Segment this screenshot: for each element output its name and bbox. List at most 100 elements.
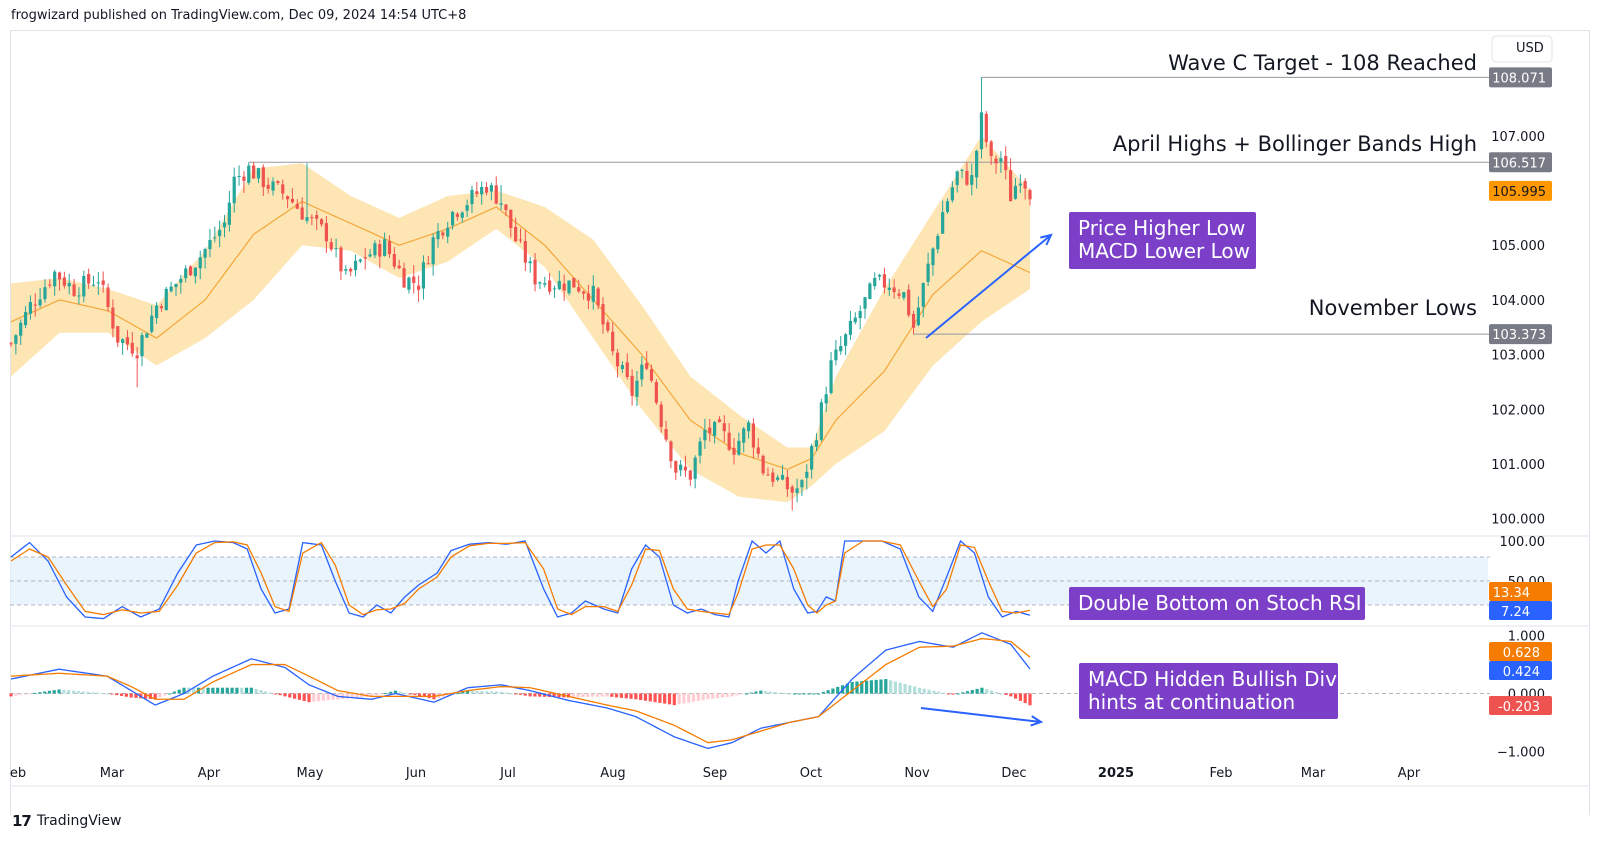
- macd-histogram-bar: [514, 693, 518, 695]
- macd-histogram-bar: [759, 690, 763, 694]
- bollinger-basis-line: [10, 200, 1031, 471]
- macd-histogram-bar: [134, 693, 138, 698]
- currency-label: USD: [1516, 41, 1544, 56]
- macd-histogram-bar: [292, 693, 297, 699]
- candle-body: [941, 212, 945, 234]
- macd-histogram-bar: [845, 683, 849, 694]
- candle-body: [436, 231, 440, 240]
- macd-histogram-bar: [812, 693, 816, 695]
- macd-histogram-bar: [158, 693, 162, 698]
- stoch-callout-bg[interactable]: [1069, 587, 1365, 620]
- candle-body: [392, 254, 396, 267]
- currency-button[interactable]: [1491, 35, 1553, 63]
- time-axis-label: eb: [10, 766, 26, 781]
- candle-body: [417, 285, 421, 290]
- candlestick-series: [9, 77, 1032, 511]
- macd-line: [10, 632, 1031, 750]
- candle-body: [606, 322, 610, 331]
- candle-body: [984, 113, 988, 143]
- macd-histogram-bar: [9, 693, 13, 697]
- candle-body: [213, 237, 217, 239]
- macd-histogram-bar: [62, 689, 66, 694]
- macd-histogram-bar: [788, 693, 792, 695]
- macd-histogram-bar: [951, 693, 955, 695]
- macd-histogram-bar: [696, 693, 700, 701]
- candle-body: [645, 362, 649, 369]
- candle-body: [67, 282, 71, 287]
- tradingview-logo-icon[interactable]: 17: [12, 812, 32, 830]
- candle-body: [14, 335, 18, 344]
- macd-histogram-bar: [115, 693, 119, 696]
- macd-histogram-bar: [105, 693, 109, 695]
- time-axis-label: Sep: [703, 766, 728, 781]
- macd-histogram-bar: [52, 690, 56, 694]
- macd-histogram-bar: [687, 693, 691, 703]
- price-axis-tick: 103.000: [1491, 349, 1545, 364]
- publisher-caption: frogwizard published on TradingView.com,…: [11, 8, 467, 23]
- candle-body: [378, 244, 382, 257]
- price-axis-tick: 101.000: [1491, 458, 1545, 473]
- candle-body: [203, 249, 207, 258]
- candle-body: [145, 333, 149, 338]
- macd-histogram-bar: [975, 688, 979, 694]
- candle-body: [426, 263, 430, 265]
- macd-histogram-bar: [470, 690, 475, 694]
- macd-histogram-bar: [1018, 693, 1022, 701]
- macd-histogram-bar: [379, 693, 383, 695]
- macd-histogram-bar: [345, 693, 350, 699]
- macd-histogram-bar: [321, 693, 326, 701]
- candle-body: [353, 260, 358, 271]
- candle-body: [611, 331, 615, 352]
- stoch-callout[interactable]: Double Bottom on Stoch RSI: [1069, 587, 1365, 620]
- macd-histogram-bar: [268, 692, 273, 694]
- candle-body: [557, 280, 561, 290]
- candle-body: [868, 283, 872, 300]
- footer-brand[interactable]: TradingView: [36, 813, 122, 829]
- candle-body: [188, 266, 193, 276]
- macd-callout-bg[interactable]: [1079, 663, 1338, 719]
- macd-histogram-bar: [523, 693, 527, 696]
- candle-body: [586, 293, 591, 301]
- candle-body: [543, 283, 547, 285]
- macd-histogram-bar: [124, 693, 128, 697]
- macd-histogram-bar: [172, 691, 177, 694]
- macd-histogram-bar: [740, 693, 744, 695]
- candle-body: [873, 277, 877, 287]
- macd-histogram-bar: [417, 693, 422, 697]
- stoch-D-line: [10, 540, 1031, 616]
- candle-body: [785, 477, 789, 490]
- macd-histogram-bar: [504, 692, 508, 694]
- macd-histogram-bar: [965, 691, 970, 694]
- price-divergence-callout-bg[interactable]: [1069, 212, 1256, 269]
- candle-body: [1018, 183, 1022, 186]
- macd-histogram-bar: [249, 687, 253, 694]
- candle-body: [465, 205, 469, 211]
- candle-body: [635, 380, 639, 397]
- candle-body: [1023, 181, 1027, 189]
- candle-body: [518, 239, 523, 241]
- candle-body: [198, 257, 202, 269]
- macd-histogram-bar: [95, 692, 100, 694]
- macd-histogram-bar: [677, 693, 681, 705]
- candle-body: [955, 171, 959, 185]
- candle-body: [776, 477, 780, 480]
- time-axis-label: 2025: [1098, 766, 1134, 781]
- candle-body: [916, 307, 920, 326]
- candle-body: [72, 284, 76, 296]
- candle-body: [480, 186, 484, 195]
- macd-histogram-bar: [466, 690, 470, 694]
- candle-body: [344, 269, 348, 271]
- chart-frame[interactable]: [10, 30, 1590, 815]
- macd-histogram-bar: [874, 679, 878, 694]
- price-higher-low-arrow: [925, 234, 1052, 339]
- candle-body: [368, 254, 372, 257]
- candle-body: [402, 268, 406, 288]
- candle-body: [771, 472, 775, 482]
- candle-body: [926, 263, 930, 282]
- time-axis-label: Apr: [198, 766, 221, 781]
- macd-histogram-bar: [216, 687, 220, 694]
- candle-body: [208, 239, 212, 250]
